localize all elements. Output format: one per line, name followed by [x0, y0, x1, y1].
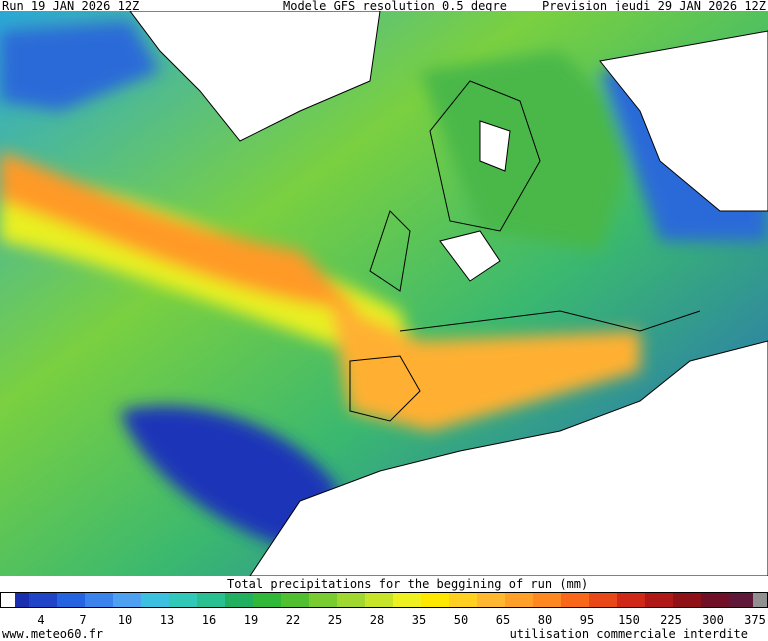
colorbar-label: 4	[37, 613, 45, 627]
colorbar-label: 65	[495, 613, 511, 627]
colorbar-label: 13	[159, 613, 175, 627]
model-label: Modele GFS resolution 0.5 degre	[283, 0, 507, 13]
colorbar-label: 10	[117, 613, 133, 627]
notice-label: utilisation commerciale interdite	[509, 627, 748, 641]
colorbar-label: 375	[744, 613, 766, 627]
colorbar	[0, 592, 768, 608]
forecast-label: Prevision jeudi 29 JAN 2026 12Z	[542, 0, 766, 13]
colorbar-label: 35	[411, 613, 427, 627]
colorbar-label: 150	[618, 613, 640, 627]
precipitation-map	[0, 11, 768, 576]
colorbar-label: 7	[79, 613, 87, 627]
site-label: www.meteo60.fr	[2, 627, 104, 641]
colorbar-label: 28	[369, 613, 385, 627]
colorbar-label: 300	[702, 613, 724, 627]
colorbar-label: 50	[453, 613, 469, 627]
colorbar-label: 16	[201, 613, 217, 627]
colorbar-label: 80	[537, 613, 553, 627]
colorbar-label: 225	[660, 613, 682, 627]
colorbar-label: 22	[285, 613, 301, 627]
colorbar-title: Total precipitations for the beggining o…	[227, 577, 589, 591]
colorbar-label: 25	[327, 613, 343, 627]
colorbar-label: 95	[579, 613, 595, 627]
run-label: Run 19 JAN 2026 12Z	[2, 0, 140, 13]
colorbar-label: 19	[243, 613, 259, 627]
